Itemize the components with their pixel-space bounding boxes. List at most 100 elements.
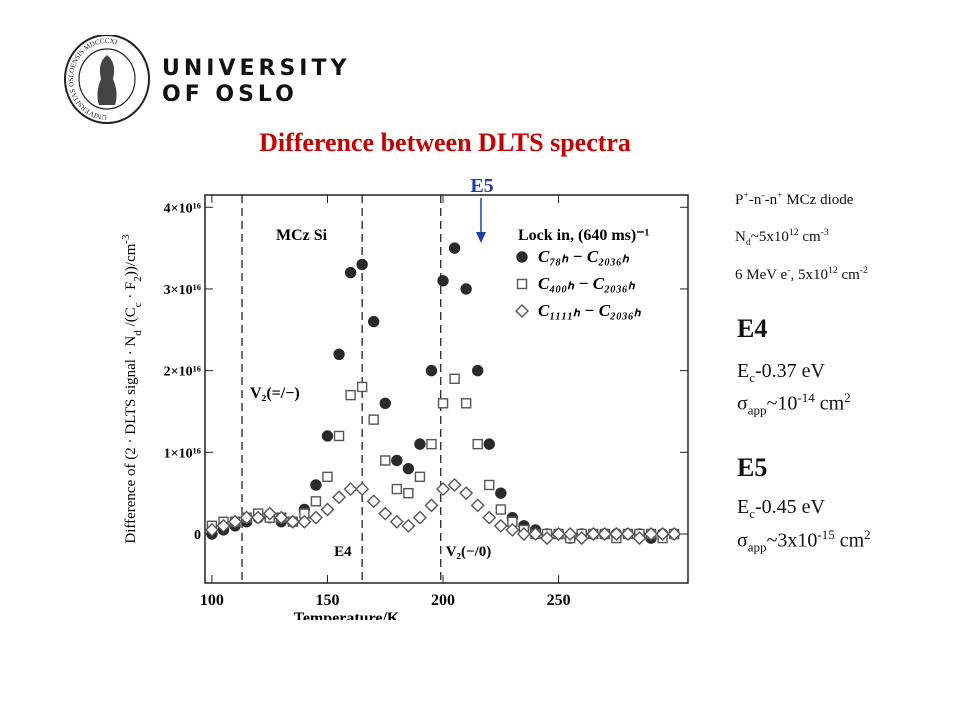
text-part: -3: [820, 227, 829, 238]
data-point: [655, 527, 670, 541]
text-part: -2: [859, 265, 868, 276]
data-point: [470, 498, 485, 513]
data-point: [472, 438, 483, 450]
text-part: 2: [864, 527, 871, 542]
data-point: [632, 531, 647, 546]
data-point: [310, 496, 322, 507]
slide-title: Difference between DLTS spectra: [259, 128, 631, 157]
annotation: MCz Si: [276, 227, 328, 244]
data-point: [551, 527, 566, 541]
text-part: E: [737, 360, 750, 382]
y-tick-label: 2×10¹⁶: [164, 365, 201, 380]
text-part: Difference of (2 · DLTS signal · N: [123, 336, 139, 544]
y-tick-label: 1×10¹⁶: [164, 446, 201, 461]
data-point: [644, 527, 659, 541]
data-point: [366, 494, 381, 509]
university: OF OSLO: [162, 82, 298, 107]
data-point: [251, 510, 266, 525]
data-point: [239, 510, 254, 525]
data-point: [216, 518, 231, 533]
data-point: [586, 527, 601, 541]
text-part: MCz diode: [782, 192, 854, 208]
data-point: [437, 275, 449, 287]
text-part: /(C: [123, 307, 139, 330]
data-point: [343, 482, 358, 497]
text-part: c: [749, 506, 755, 521]
text-part: +: [743, 190, 749, 201]
level-name: E5: [737, 453, 768, 482]
level-name: E4: [737, 314, 768, 343]
y-tick-label: 0: [194, 528, 201, 543]
legend-marker: [516, 251, 528, 263]
text-part: app: [747, 402, 767, 418]
vline-label: V₂(−/0): [446, 544, 492, 560]
level-energy: Ec-0.45 eV: [737, 496, 825, 522]
text-part: cm: [837, 267, 860, 283]
data-point: [412, 510, 427, 525]
data-point: [391, 454, 403, 467]
text-part: -0.37 eV: [755, 360, 825, 382]
data-point: [344, 266, 357, 279]
data-point: [609, 527, 624, 541]
vline-label: E4: [334, 544, 352, 560]
legend-label: C₁₁₁₁ₕ − C₂₀₃₆ₕ: [538, 301, 642, 320]
data-point: [379, 397, 391, 409]
data-point: [308, 510, 323, 525]
text-part: ~5x10: [750, 229, 789, 245]
text-part: E: [737, 496, 750, 518]
data-point: [368, 315, 380, 328]
data-point: [401, 518, 416, 533]
text-part: app: [747, 539, 767, 555]
data-point: [574, 531, 589, 546]
text-part: -3: [120, 234, 132, 244]
text-part: P: [735, 192, 744, 208]
x-tick-label: 200: [431, 592, 455, 609]
plot-frame: [204, 194, 689, 584]
data-point: [426, 438, 437, 450]
data-point: [333, 430, 345, 442]
data-point: [414, 438, 426, 450]
data-point: [389, 514, 404, 529]
text-part: σ: [737, 529, 748, 552]
legend-label: C₇₈ₕ − C₂₀₃₆ₕ: [538, 247, 630, 266]
data-point: [516, 527, 531, 541]
text-part: c: [749, 370, 755, 385]
data-point: [495, 504, 507, 515]
data-point: [333, 348, 345, 360]
university: UNIVERSITY: [162, 56, 351, 81]
text-part: -: [761, 190, 765, 201]
pointer-label: E5: [470, 175, 493, 197]
legend-marker: [516, 278, 528, 290]
y-tick-label: 4×10¹⁶: [164, 201, 201, 216]
text-part: -14: [797, 390, 815, 405]
data-point: [540, 531, 555, 546]
level-cross-section: σapp~10-14 cm2: [737, 390, 851, 419]
data-point: [228, 514, 243, 529]
data-point: [482, 510, 497, 525]
text-part: -15: [817, 527, 835, 542]
text-part: · F: [123, 282, 139, 303]
text-part: , 5x10: [790, 267, 828, 283]
data-point: [620, 527, 635, 541]
x-axis-label: Temperature/K: [294, 610, 400, 620]
level-energy: Ec-0.37 eV: [737, 360, 825, 386]
data-point: [460, 398, 472, 409]
sample-info: Nd~5x1012 cm-3: [735, 227, 829, 248]
data-point: [471, 364, 484, 377]
text-part: 12: [788, 227, 799, 238]
text-part: 6 MeV e: [735, 267, 788, 283]
text-part: ~3x10: [766, 529, 818, 552]
data-point: [320, 502, 335, 517]
data-point: [528, 527, 543, 541]
data-point: [563, 527, 578, 541]
data-point: [449, 373, 460, 384]
data-point: [262, 506, 277, 521]
data-point: [447, 477, 462, 492]
data-point: [297, 514, 312, 529]
data-point: [356, 258, 368, 271]
chart: E5 100 150 200 250 0 1×10¹⁶ 2×10¹⁶ 3×10¹⁶ 4×10¹⁶…: [120, 175, 689, 620]
vline-label: V₂(=/−): [250, 385, 300, 402]
text-part: cm: [834, 529, 865, 552]
y-tick-label: 3×10¹⁶: [164, 283, 201, 298]
